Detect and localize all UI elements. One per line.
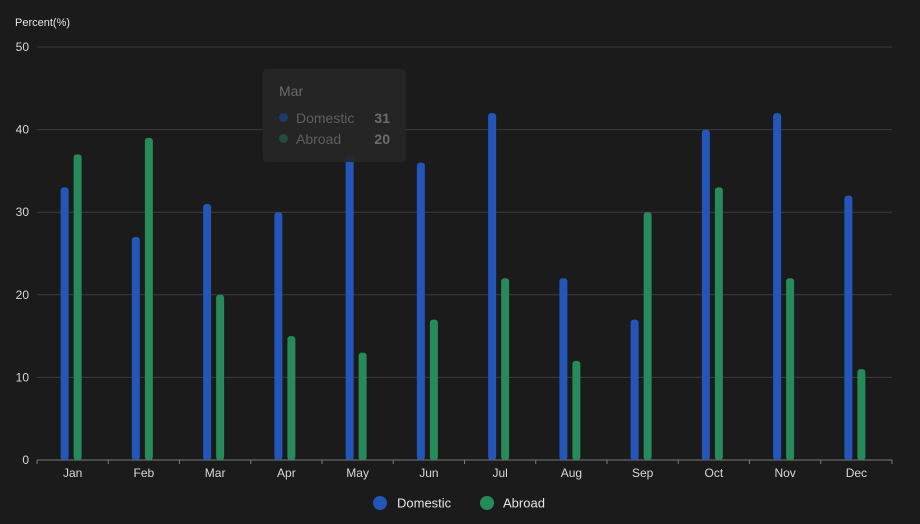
x-tick-label: Apr (277, 466, 296, 480)
bar-domestic-may[interactable] (345, 154, 354, 460)
y-tick-label: 50 (16, 40, 30, 54)
tooltip-series-value: 31 (374, 109, 390, 126)
bar-abroad-mar[interactable] (216, 294, 225, 460)
x-tick-label: Jun (419, 466, 438, 480)
y-axis: 0 10 20 30 40 50 (16, 40, 30, 467)
y-tick-label: 20 (16, 288, 30, 302)
bar-abroad-jul[interactable] (501, 278, 510, 460)
tooltip-series-value: 20 (374, 130, 390, 147)
y-tick-label: 30 (16, 205, 30, 219)
bar-abroad-oct[interactable] (714, 187, 723, 461)
x-tick-label: Jan (63, 466, 82, 480)
bar-domestic-jun[interactable] (416, 162, 425, 460)
bar-domestic-oct[interactable] (701, 129, 710, 460)
tooltip: Mar Domestic 31 Abroad 20 (263, 69, 406, 162)
bar-domestic-sep[interactable] (630, 319, 639, 460)
bar-domestic-nov[interactable] (773, 113, 782, 460)
bar-abroad-nov[interactable] (786, 278, 795, 460)
bar-abroad-apr[interactable] (287, 336, 296, 460)
legend: Domestic Abroad (373, 496, 545, 511)
y-tick-label: 10 (16, 370, 30, 384)
bar-domestic-feb[interactable] (131, 236, 140, 460)
legend-label-domestic[interactable]: Domestic (397, 496, 452, 511)
x-tick-label: Dec (846, 466, 867, 480)
tooltip-dot-domestic (279, 113, 288, 122)
y-axis-title: Percent(%) (15, 17, 70, 29)
x-tick-label: May (346, 466, 369, 480)
bar-domestic-apr[interactable] (274, 212, 283, 460)
x-tick-label: Sep (632, 466, 654, 480)
tooltip-row-abroad: Abroad 20 (279, 128, 390, 149)
bar-abroad-may[interactable] (358, 352, 367, 460)
tooltip-series-name: Abroad (296, 130, 342, 147)
bars (60, 113, 866, 461)
legend-label-abroad[interactable]: Abroad (503, 496, 545, 511)
x-tick-label: Oct (705, 466, 724, 480)
bar-abroad-feb[interactable] (144, 137, 153, 461)
bar-domestic-jul[interactable] (488, 113, 497, 460)
bar-abroad-jun[interactable] (429, 319, 438, 460)
x-tick-label: Mar (205, 466, 226, 480)
tooltip-row-domestic: Domestic 31 (279, 107, 390, 128)
x-axis: Jan Feb Mar Apr May Jun Jul Aug Sep Oct Nov Dec (36, 460, 893, 480)
x-tick-label: Jul (492, 466, 507, 480)
legend-marker-domestic[interactable] (373, 496, 387, 510)
bar-abroad-sep[interactable] (643, 212, 652, 460)
legend-marker-abroad[interactable] (480, 496, 494, 510)
tooltip-series-name: Domestic (296, 109, 355, 126)
x-tick-label: Feb (134, 466, 155, 480)
bar-domestic-aug[interactable] (559, 278, 568, 460)
bar-domestic-jan[interactable] (60, 187, 69, 461)
bar-domestic-dec[interactable] (844, 195, 853, 460)
y-tick-label: 0 (22, 453, 29, 467)
bar-domestic-mar[interactable] (203, 203, 212, 460)
bar-abroad-jan[interactable] (73, 154, 82, 460)
grid-lines (37, 46, 892, 461)
bar-abroad-dec[interactable] (857, 369, 866, 460)
bar-abroad-aug[interactable] (572, 360, 581, 460)
x-tick-label: Aug (561, 466, 582, 480)
y-tick-label: 40 (16, 123, 30, 137)
tooltip-dot-abroad (279, 134, 288, 143)
tooltip-title: Mar (279, 83, 304, 99)
x-tick-label: Nov (774, 466, 795, 480)
